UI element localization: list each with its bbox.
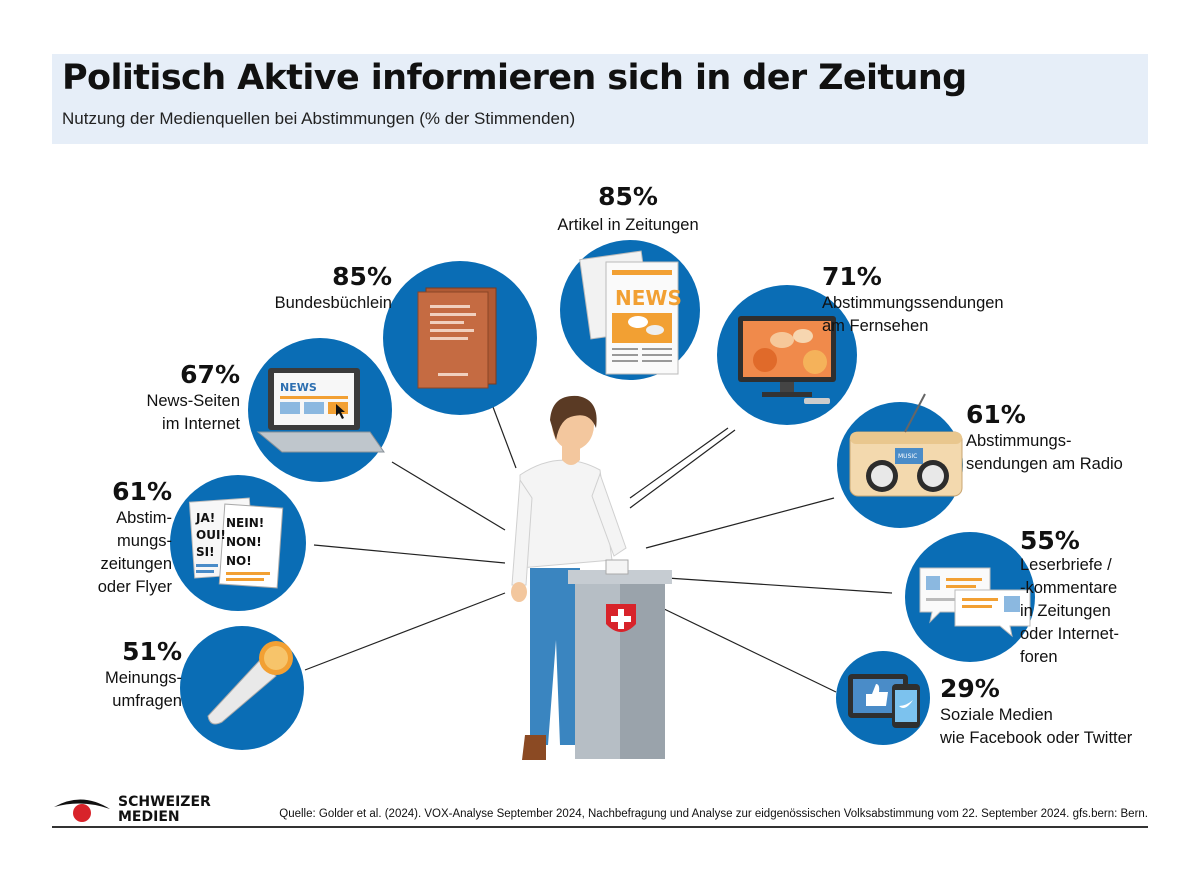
category-label: Meinungs- <box>105 669 182 687</box>
percent-value: 61% <box>966 400 1026 429</box>
percent-value: 85% <box>598 182 658 211</box>
flyer-text-ja: JA! <box>195 511 215 525</box>
category-label: im Internet <box>162 415 240 433</box>
footer-rule <box>52 826 1148 828</box>
schweizer-medien-logo: SCHWEIZER MEDIEN <box>52 795 222 825</box>
percent-value: 55% <box>1020 526 1080 555</box>
connector-line <box>659 606 837 693</box>
category-label: am Fernsehen <box>822 317 928 335</box>
connector-line <box>304 592 506 671</box>
category-label: zeitungen <box>100 555 172 573</box>
laptop-icon: NEWS <box>256 368 385 453</box>
category-label: foren <box>1020 648 1058 666</box>
category-label: Soziale Medien <box>940 706 1053 724</box>
category-label: in Zeitungen <box>1020 602 1111 620</box>
booklet-icon <box>417 287 497 389</box>
laptop-screen-news: NEWS <box>280 381 317 394</box>
radio-icon: MUSIC <box>849 393 963 497</box>
newspaper-headline: NEWS <box>615 286 682 310</box>
percent-value: 29% <box>940 674 1000 703</box>
media-labels: 85% Artikel in Zeitungen 85% Bundesbüchlein… <box>98 182 1133 747</box>
page-title: Politisch Aktive informieren sich in der… <box>62 58 967 98</box>
header-band: Politisch Aktive informieren sich in der… <box>52 54 1148 144</box>
connector-line <box>492 406 517 469</box>
logo-wordmark: SCHWEIZER MEDIEN <box>118 795 211 825</box>
category-label: Abstimmungs- <box>966 432 1071 450</box>
category-label: Artikel in Zeitungen <box>557 216 698 234</box>
connector-line <box>651 576 893 594</box>
percent-value: 61% <box>112 477 172 506</box>
category-label: Leserbriefe / <box>1020 556 1112 574</box>
category-label: Bundesbüchlein <box>275 294 392 312</box>
category-label: oder Internet- <box>1020 625 1119 643</box>
connector-line <box>391 461 506 531</box>
logo-line-1: SCHWEIZER <box>118 794 211 810</box>
flyer-text-oui: OUI! <box>196 528 226 542</box>
connector-lines <box>304 406 893 693</box>
connector-line <box>313 544 506 564</box>
source-note: Quelle: Golder et al. (2024). VOX-Analys… <box>279 808 1148 820</box>
flyer-text-non: NON! <box>226 535 262 549</box>
microphone-icon <box>207 641 293 725</box>
category-label: sendungen am Radio <box>966 455 1123 473</box>
category-label: umfragen <box>112 692 182 710</box>
television-icon <box>738 316 836 404</box>
connector-line <box>629 429 736 509</box>
social-media-icon <box>848 674 920 728</box>
flyer-text-si: SI! <box>196 545 215 559</box>
category-label: mungs- <box>117 532 172 550</box>
connector-line <box>645 497 835 549</box>
percent-value: 71% <box>822 262 882 291</box>
connector-line <box>629 427 729 499</box>
flyer-icon: JA! OUI! SI! NEIN! NON! NO! <box>188 497 284 589</box>
flyer-text-nein: NEIN! <box>226 516 264 530</box>
category-label: Abstim- <box>116 509 172 527</box>
category-label: Abstimmungssendungen <box>822 294 1004 312</box>
percent-value: 67% <box>180 360 240 389</box>
comments-icon <box>919 567 1031 638</box>
category-label: oder Flyer <box>98 578 173 596</box>
page-subtitle: Nutzung der Medienquellen bei Abstimmung… <box>62 109 576 128</box>
flyer-text-no: NO! <box>226 554 252 568</box>
logo-eye-icon <box>54 799 110 822</box>
voter-figure-icon <box>511 395 672 760</box>
newspaper-icon: NEWS <box>579 250 682 375</box>
category-label: -kommentare <box>1020 579 1117 597</box>
logo-line-2: MEDIEN <box>118 809 180 825</box>
category-label: News-Seiten <box>146 392 240 410</box>
percent-value: 51% <box>122 637 182 666</box>
radio-display: MUSIC <box>898 453 917 460</box>
percent-value: 85% <box>332 262 392 291</box>
category-label: wie Facebook oder Twitter <box>939 729 1133 747</box>
